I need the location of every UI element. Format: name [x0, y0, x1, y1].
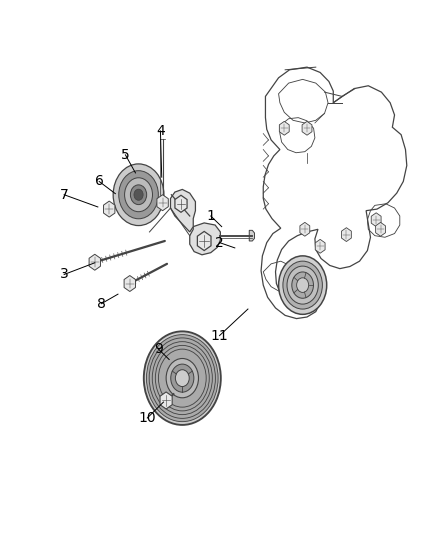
Text: 9: 9 — [153, 342, 162, 356]
Polygon shape — [314, 239, 324, 253]
Circle shape — [118, 171, 158, 219]
Circle shape — [144, 332, 220, 425]
Polygon shape — [89, 254, 100, 270]
Polygon shape — [197, 231, 211, 251]
Circle shape — [146, 335, 218, 422]
Circle shape — [124, 178, 152, 212]
Circle shape — [130, 185, 146, 205]
Circle shape — [152, 342, 212, 415]
Text: 2: 2 — [215, 236, 223, 249]
Circle shape — [170, 364, 194, 392]
Polygon shape — [249, 230, 254, 241]
Circle shape — [158, 349, 206, 407]
Text: 7: 7 — [60, 188, 68, 201]
Text: 1: 1 — [206, 209, 215, 223]
Polygon shape — [103, 201, 115, 217]
Circle shape — [282, 261, 321, 309]
Circle shape — [296, 278, 308, 293]
Text: 3: 3 — [60, 268, 68, 281]
Polygon shape — [174, 195, 187, 212]
Polygon shape — [160, 392, 172, 409]
Circle shape — [166, 359, 198, 398]
Circle shape — [286, 266, 318, 304]
Circle shape — [155, 345, 209, 411]
Text: 8: 8 — [97, 297, 106, 311]
Polygon shape — [279, 122, 289, 135]
Circle shape — [291, 272, 313, 298]
Polygon shape — [170, 189, 195, 232]
Polygon shape — [189, 223, 220, 255]
Circle shape — [149, 338, 215, 418]
Polygon shape — [156, 195, 168, 211]
Polygon shape — [301, 122, 311, 135]
Polygon shape — [124, 276, 135, 292]
Text: 10: 10 — [138, 411, 156, 425]
Circle shape — [113, 164, 163, 225]
Polygon shape — [375, 222, 385, 236]
Polygon shape — [371, 213, 380, 227]
Polygon shape — [341, 228, 350, 241]
Text: 5: 5 — [121, 148, 130, 162]
Polygon shape — [299, 222, 309, 236]
Circle shape — [175, 370, 189, 386]
Text: 6: 6 — [95, 174, 103, 189]
Circle shape — [278, 256, 326, 314]
Text: 11: 11 — [210, 329, 228, 343]
Circle shape — [134, 189, 143, 200]
Text: 4: 4 — [155, 124, 164, 138]
